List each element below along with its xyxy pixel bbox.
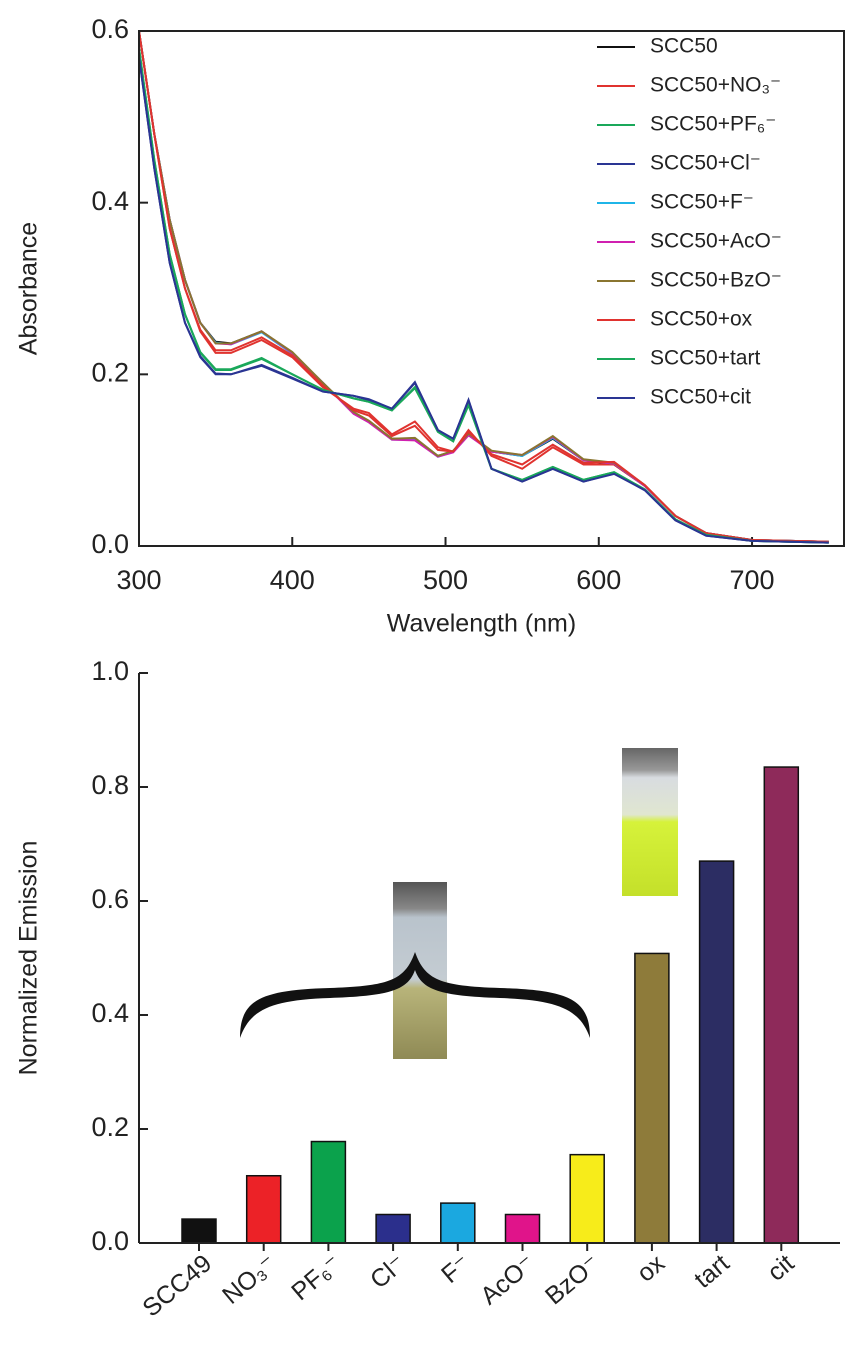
legend-label: SCC50+F⁻ bbox=[650, 191, 754, 214]
x-tick-label: 300 bbox=[116, 565, 161, 595]
x-tick-label: 400 bbox=[270, 565, 315, 595]
legend-label: SCC50+tart bbox=[650, 347, 760, 370]
legend-label: SCC50+AcO⁻ bbox=[650, 230, 782, 253]
y-tick-label: 0.4 bbox=[91, 998, 129, 1028]
y-tick-label: 0.0 bbox=[91, 1226, 129, 1256]
y-tick-label: 0.2 bbox=[91, 357, 129, 387]
legend-label: SCC50 bbox=[650, 35, 718, 58]
y-tick-label: 0.8 bbox=[91, 770, 129, 800]
vial-photo bbox=[622, 748, 678, 896]
y-axis-title: Normalized Emission bbox=[15, 841, 43, 1076]
y-tick-label: 0.2 bbox=[91, 1112, 129, 1142]
y-axis-title: Absorbance bbox=[15, 222, 43, 355]
x-tick-label: AcO⁻ bbox=[475, 1249, 540, 1310]
legend-label: SCC50+cit bbox=[650, 386, 751, 409]
x-tick-label: cit bbox=[762, 1249, 799, 1287]
x-tick-label: F⁻ bbox=[436, 1249, 476, 1289]
legend-label: SCC50+ox bbox=[650, 308, 753, 331]
x-tick-label: 600 bbox=[576, 565, 621, 595]
spectrum-line bbox=[139, 56, 829, 544]
y-tick-label: 1.0 bbox=[91, 656, 129, 686]
x-tick-label: tart bbox=[689, 1249, 735, 1294]
y-tick-label: 0.0 bbox=[91, 529, 129, 559]
y-tick-label: 0.6 bbox=[91, 884, 129, 914]
spectrum-line bbox=[139, 31, 829, 543]
x-tick-label: PF₆⁻ bbox=[286, 1249, 346, 1306]
x-tick-label: Cl⁻ bbox=[365, 1249, 411, 1294]
bar bbox=[634, 952, 670, 1244]
bar bbox=[698, 860, 735, 1244]
bar bbox=[310, 1140, 347, 1244]
legend-label: SCC50+PF₆⁻ bbox=[650, 113, 776, 136]
x-axis-title: Wavelength (nm) bbox=[387, 610, 576, 638]
legend-label: SCC50+Cl⁻ bbox=[650, 152, 761, 175]
y-tick-label: 0.6 bbox=[91, 14, 129, 44]
x-tick-label: SCC49 bbox=[137, 1249, 217, 1322]
legend-label: SCC50+NO₃⁻ bbox=[650, 74, 781, 97]
plot-frame bbox=[138, 30, 845, 547]
x-tick-label: ox bbox=[632, 1249, 671, 1288]
bar bbox=[763, 766, 800, 1244]
bar bbox=[504, 1213, 541, 1244]
bar bbox=[375, 1213, 411, 1244]
bar bbox=[245, 1174, 282, 1244]
brace bbox=[240, 952, 590, 1038]
x-tick-label: 500 bbox=[423, 565, 468, 595]
x-tick-label: NO₃⁻ bbox=[217, 1249, 282, 1310]
x-tick-label: 700 bbox=[730, 565, 775, 595]
bar bbox=[181, 1218, 217, 1244]
legend-label: SCC50+BzO⁻ bbox=[650, 269, 782, 292]
y-tick-label: 0.4 bbox=[91, 186, 129, 216]
bar bbox=[440, 1202, 476, 1244]
bar bbox=[569, 1153, 605, 1244]
x-tick-label: BzO⁻ bbox=[540, 1249, 605, 1310]
